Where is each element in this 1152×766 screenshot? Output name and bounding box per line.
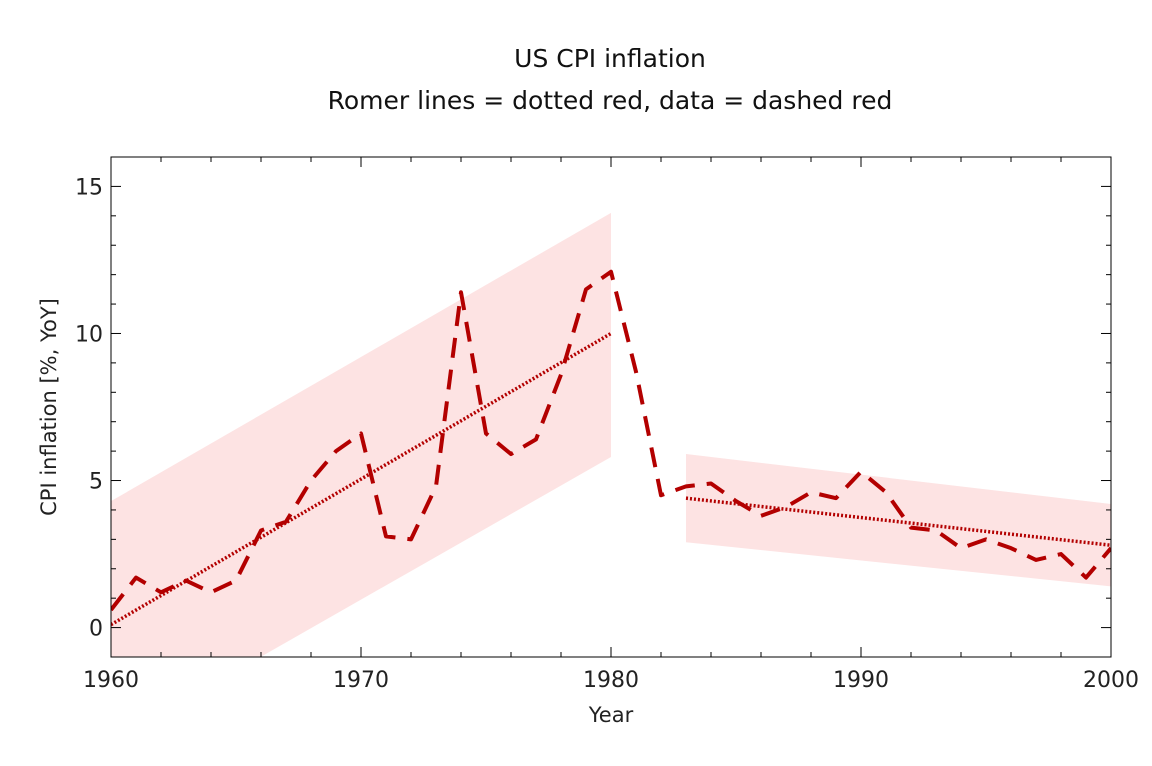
- x-tick-label: 1960: [83, 668, 139, 693]
- confidence-bands: [111, 212, 1111, 657]
- x-tick-label: 1980: [583, 668, 639, 693]
- chart-subtitle: Romer lines = dotted red, data = dashed …: [328, 86, 893, 115]
- cpi-data-line: [111, 269, 1111, 612]
- cpi-data-series: [111, 269, 1111, 612]
- y-tick-label: 10: [75, 322, 103, 347]
- y-axis-tick-labels: 0 5 10 15: [75, 175, 103, 641]
- y-tick-label: 0: [89, 617, 103, 642]
- y-axis-label: CPI inflation [%, YoY]: [37, 298, 61, 516]
- chart-title: US CPI inflation: [514, 44, 706, 73]
- y-tick-label: 5: [89, 470, 103, 495]
- trend-line-1: [111, 331, 612, 627]
- x-tick-label: 1990: [833, 668, 889, 693]
- x-tick-label: 2000: [1083, 668, 1139, 693]
- x-axis-label: Year: [588, 703, 634, 727]
- trend-line-2: [685, 496, 1111, 547]
- romer-trend-lines: [111, 331, 1111, 627]
- band-1: [111, 212, 611, 657]
- y-tick-label: 15: [75, 175, 103, 200]
- x-axis-tick-labels: 1960 1970 1980 1990 2000: [83, 668, 1139, 693]
- x-tick-label: 1970: [333, 668, 389, 693]
- axis-ticks: [110, 156, 1112, 658]
